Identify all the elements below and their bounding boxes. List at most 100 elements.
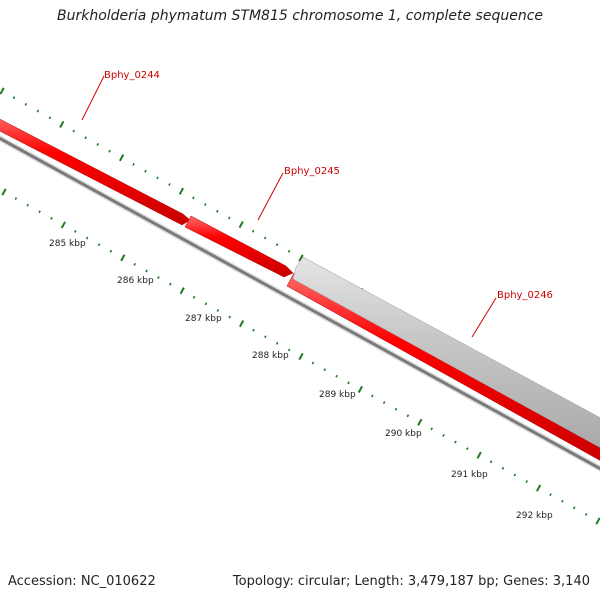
minor-tick [252,328,255,332]
minor-tick [96,143,99,146]
minor-tick [311,361,315,365]
minor-tick [216,309,220,312]
minor-tick [264,335,267,339]
minor-tick [430,427,433,431]
minor-tick [36,109,40,113]
tick-label: 287 kbp [185,314,222,324]
minor-tick [263,236,267,240]
map-title: Burkholderia phymatum STM815 chromosome … [56,8,543,24]
minor-tick [145,269,148,273]
gene-bphy-0246-forward-segment[interactable] [286,272,600,466]
major-tick [1,188,7,196]
minor-tick [466,447,469,451]
accession-text: Accession: NC_010622 [8,574,156,589]
minor-tick [12,96,16,100]
genome-stats-text: Topology: circular; Length: 3,479,187 bp… [232,574,590,589]
minor-tick [192,196,195,200]
minor-tick [48,116,52,120]
major-tick [357,385,363,393]
minor-tick [584,513,588,516]
minor-tick [275,341,279,345]
minor-tick [525,480,528,483]
minor-tick [132,163,135,166]
minor-tick [371,394,374,398]
major-tick [120,254,126,262]
gene-label-text: Bphy_0246 [497,290,553,301]
tick-label: 290 kbp [385,429,422,439]
minor-tick [84,136,87,140]
minor-tick [251,229,255,233]
major-tick [298,352,304,361]
gene-bphy-0246[interactable] [292,256,600,453]
major-tick [238,221,244,229]
minor-tick [168,183,171,186]
minor-tick [38,210,41,214]
minor-tick [275,243,279,247]
minor-tick [97,243,101,247]
gene-callout-line [81,75,105,121]
major-tick [476,451,482,459]
minor-tick [406,414,410,418]
minor-tick [454,440,457,444]
minor-tick [50,216,53,220]
minor-tick [228,315,231,319]
minor-tick [287,249,291,253]
minor-tick [74,230,77,233]
minor-tick [323,368,327,372]
gene-label-bphy-0244[interactable]: Bphy_0244 [81,70,160,121]
tick-label: 285 kbp [49,239,86,249]
tick-label: 289 kbp [319,390,356,400]
major-tick [595,517,600,525]
minor-tick [549,493,552,497]
minor-tick [572,506,576,510]
backbone-line-core [0,136,600,471]
gene-label-text: Bphy_0245 [284,166,340,177]
minor-tick [394,407,398,411]
gene-bphy-0245[interactable] [184,215,294,278]
major-tick [417,418,423,426]
minor-tick [24,102,28,106]
gene-label-bphy-0245[interactable]: Bphy_0245 [257,166,340,221]
tick-label: 286 kbp [117,276,154,286]
minor-tick [216,209,219,213]
major-tick [536,484,542,492]
gene-track [0,114,600,466]
tick-label: 288 kbp [252,351,289,361]
minor-tick [156,176,159,180]
minor-tick [287,348,291,352]
minor-tick [72,129,76,133]
minor-tick [192,295,196,299]
minor-tick [204,302,208,306]
gene-callout-line [257,172,284,221]
minor-tick [227,216,231,220]
minor-tick [513,473,517,477]
minor-tick [26,203,30,207]
major-tick [60,221,66,229]
gene-label-bphy-0246[interactable]: Bphy_0246 [471,290,553,338]
minor-tick [382,401,386,404]
major-tick [0,87,5,95]
minor-tick [501,466,505,470]
major-tick [178,187,184,195]
minor-tick [108,149,111,153]
gene-bphy-0244[interactable] [0,114,191,226]
kbp-labels: 285 kbp 286 kbp 287 kbp 288 kbp 289 kbp … [49,239,553,521]
inner-tick-row [1,188,600,525]
major-tick [59,120,65,128]
minor-tick [144,169,147,173]
minor-tick [109,249,113,253]
major-tick [119,154,125,162]
minor-tick [347,381,350,385]
minor-tick [133,262,136,266]
minor-tick [335,374,338,378]
gene-callout-line [471,297,497,338]
minor-tick [561,499,564,503]
tick-label: 291 kbp [451,470,488,480]
minor-tick [442,434,445,437]
major-tick [239,320,245,328]
major-tick [179,287,185,295]
minor-tick [85,236,89,240]
minor-tick [157,276,160,279]
minor-tick [169,282,172,286]
